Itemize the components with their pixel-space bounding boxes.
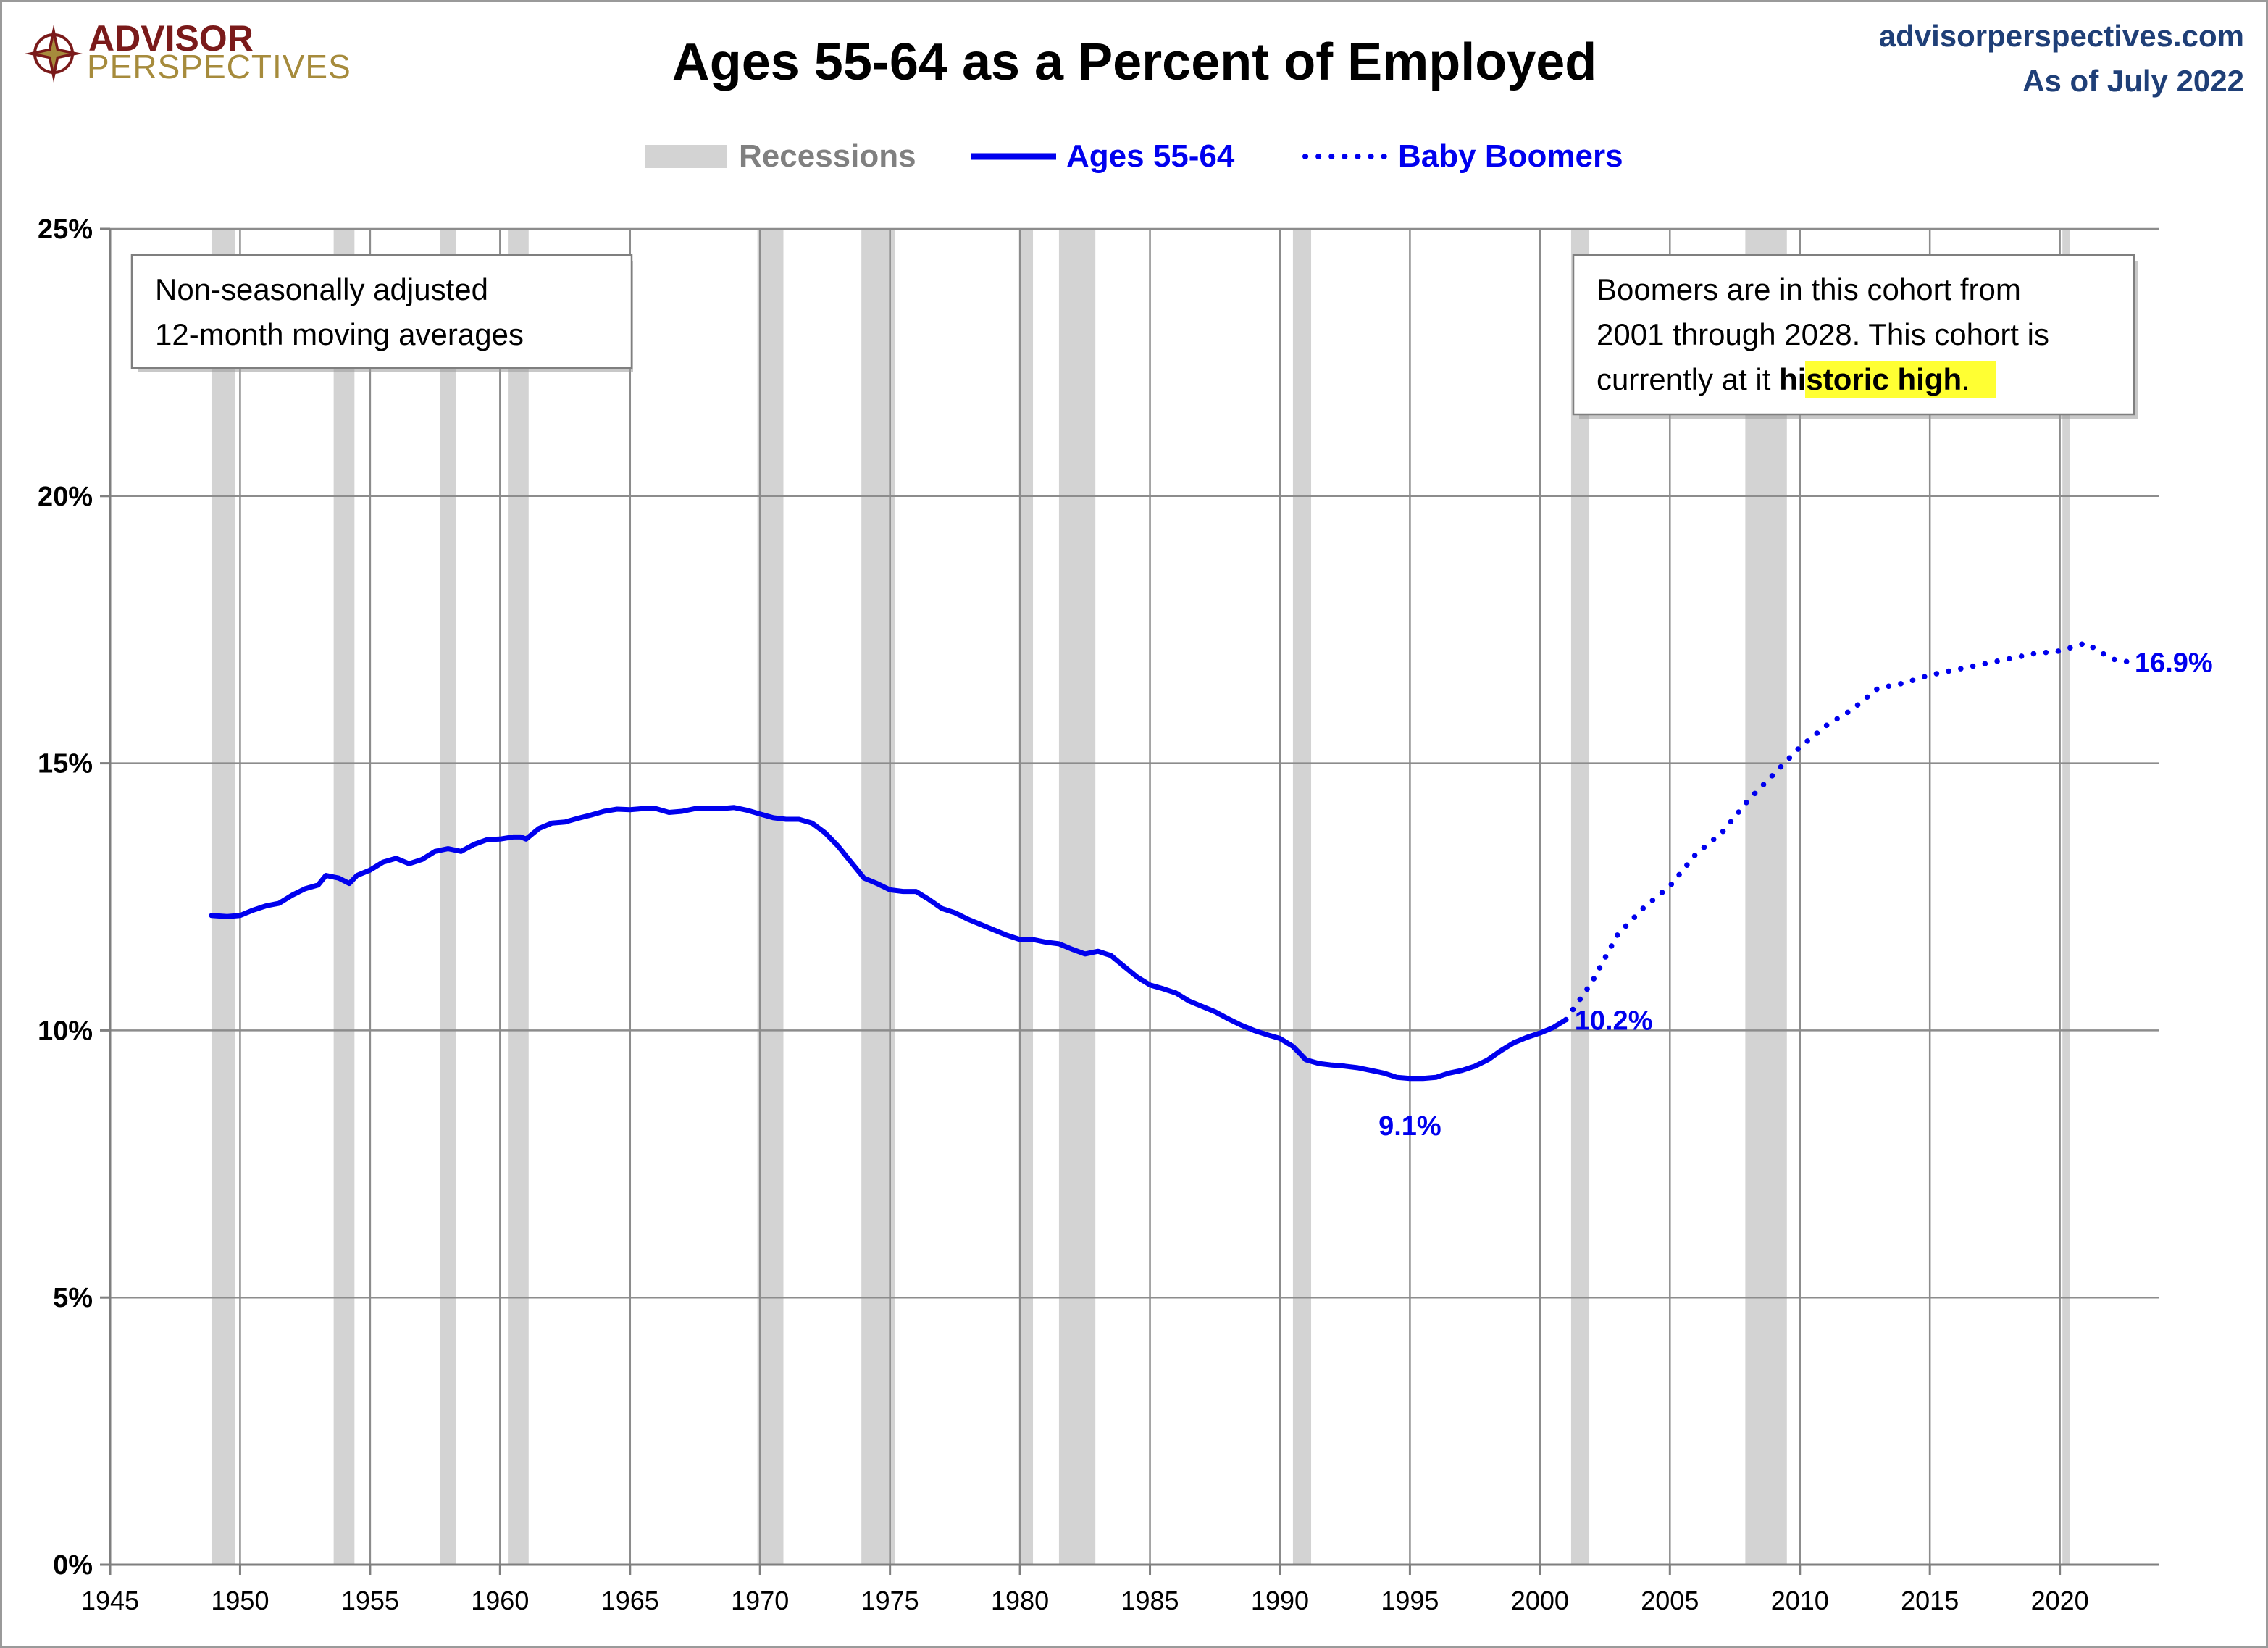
recession-band-10 <box>1745 229 1787 1565</box>
y-tick-label-5: 5% <box>53 1283 93 1313</box>
x-tick-label-1995: 1995 <box>1381 1586 1439 1615</box>
legend-recessions-label: Recessions <box>739 138 916 174</box>
legend-ages-label: Ages 55-64 <box>1066 138 1235 174</box>
x-tick-label-1975: 1975 <box>861 1586 919 1615</box>
x-tick-label-1970: 1970 <box>731 1586 789 1615</box>
x-tick-label-2000: 2000 <box>1511 1586 1569 1615</box>
x-tick-label-1950: 1950 <box>211 1586 269 1615</box>
compass-icon <box>25 25 83 83</box>
y-tick-label-0: 0% <box>53 1550 93 1581</box>
highlight-marker <box>1805 361 1996 398</box>
recession-band-6 <box>1020 229 1034 1565</box>
recession-band-0 <box>211 229 235 1565</box>
y-tick-label-25: 25% <box>38 214 93 245</box>
note-right-line3: currently at it historic high. <box>1597 362 1970 396</box>
legend-recessions-swatch <box>645 145 727 168</box>
recession-band-9 <box>1570 229 1590 1565</box>
recession-band-7 <box>1058 229 1096 1565</box>
y-tick-label-20: 20% <box>38 482 93 512</box>
note-left-line2: 12-month moving averages <box>155 317 524 351</box>
x-tick-label-2005: 2005 <box>1641 1586 1699 1615</box>
as-of-date: As of July 2022 <box>2022 64 2244 98</box>
logo-word-perspectives: PERSPECTIVES <box>87 48 351 85</box>
recession-band-4 <box>757 229 784 1565</box>
axes: 1945 1950 1955 1960 1965 1970 1975 1980 1985 1990… <box>38 214 2159 1615</box>
recession-band-3 <box>508 229 529 1565</box>
recession-band-11 <box>2062 229 2070 1565</box>
note-right-line2: 2001 through 2028. This cohort is <box>1597 317 2049 351</box>
annotation-latest: 16.9% <box>2135 648 2213 678</box>
x-tick-label-2020: 2020 <box>2031 1586 2089 1615</box>
x-tick-label-2015: 2015 <box>1901 1586 1959 1615</box>
x-tick-label-2010: 2010 <box>1771 1586 1829 1615</box>
annotation-low: 9.1% <box>1378 1111 1441 1142</box>
note-right-line3-highlight: historic high <box>1779 362 1962 396</box>
y-tick-label-10: 10% <box>38 1016 93 1046</box>
recession-band-1 <box>333 229 355 1565</box>
site-url: advisorperspectives.com <box>1879 19 2244 53</box>
x-tick-label-1960: 1960 <box>471 1586 529 1615</box>
note-left-line1: Non-seasonally adjusted <box>155 272 488 306</box>
note-box-right: Boomers are in this cohort from 2001 thr… <box>1572 254 2138 419</box>
series-lines <box>209 640 2130 1082</box>
x-tick-label-1985: 1985 <box>1121 1586 1179 1615</box>
note-right-line3-prefix: currently at it <box>1597 362 1779 396</box>
series-line-ages-55-64 <box>209 805 1569 1082</box>
legend-boomers-label: Baby Boomers <box>1398 138 1623 174</box>
x-tick-label-1990: 1990 <box>1251 1586 1309 1615</box>
recession-band-2 <box>440 229 456 1565</box>
legend: Recessions Ages 55-64 Baby Boomers <box>645 138 1623 174</box>
recession-band-8 <box>1292 229 1312 1565</box>
x-tick-label-1955: 1955 <box>341 1586 399 1615</box>
x-tick-label-1980: 1980 <box>991 1586 1049 1615</box>
note-right-line3-suffix: . <box>1962 362 1970 396</box>
x-tick-label-1965: 1965 <box>601 1586 659 1615</box>
note-right-line1: Boomers are in this cohort from <box>1597 272 2021 306</box>
gridlines <box>110 227 2159 1565</box>
note-box-left: Non-seasonally adjusted 12-month moving … <box>130 254 633 372</box>
advisor-perspectives-logo: ADVISOR PERSPECTIVES <box>25 18 351 85</box>
x-tick-label-1945: 1945 <box>81 1586 139 1615</box>
logo-word-advisor: ADVISOR <box>88 18 254 59</box>
chart-title: Ages 55-64 as a Percent of Employed <box>672 33 1597 91</box>
y-tick-label-15: 15% <box>38 749 93 779</box>
series-line-baby-boomers <box>1562 640 2130 1023</box>
annotation-2001: 10.2% <box>1575 1006 1653 1037</box>
